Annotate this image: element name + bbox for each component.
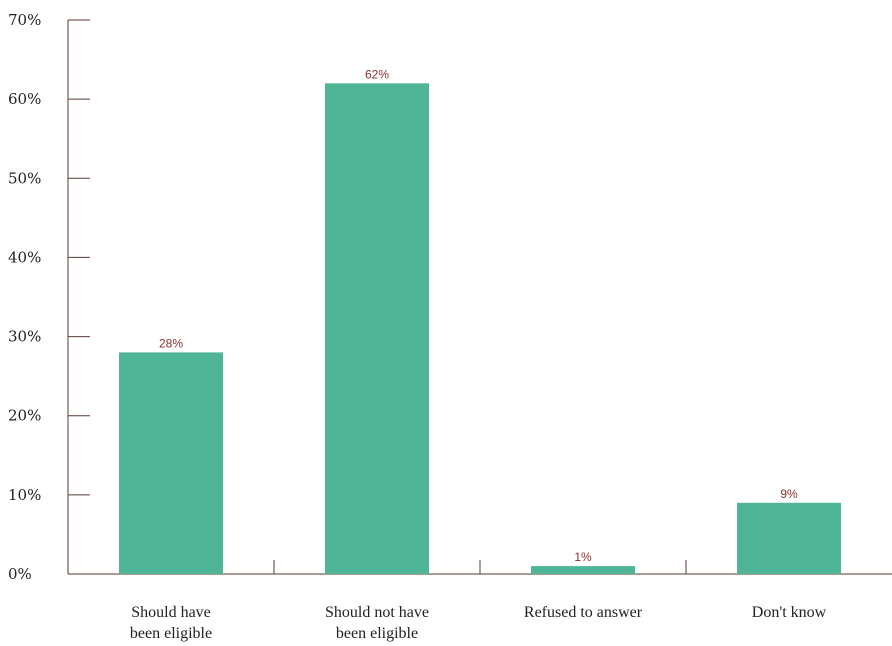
data-labels: 28% 62% 1% 9% [159,67,798,564]
x-category-label: been eligible [336,625,418,642]
bar [325,83,429,575]
x-category-label: Refused to answer [524,604,643,621]
x-category-label: Don't know [752,604,827,621]
y-axis: 0% 10% 20% 30% 40% 50% 60% 70% [8,11,90,583]
bar [119,352,223,574]
y-tick-label: 20% [8,407,41,425]
x-category-label: Should have [131,604,211,621]
y-tick-label: 60% [8,90,41,108]
y-tick-label: 0% [8,565,32,583]
bar [737,502,841,574]
y-tick-label: 70% [8,11,41,29]
bars [119,83,841,575]
x-category-label: been eligible [130,625,212,642]
data-label: 9% [780,487,798,501]
y-tick-label: 10% [8,486,41,504]
x-category-label: Should not have [325,604,429,621]
y-tick-label: 50% [8,169,41,187]
data-label: 1% [574,550,592,564]
y-tick-label: 40% [8,248,41,266]
category-labels: Should have been eligible Should not have b… [130,604,827,642]
data-label: 28% [159,336,183,350]
bar [531,566,635,574]
data-label: 62% [365,67,389,81]
y-tick-label: 30% [8,328,41,346]
